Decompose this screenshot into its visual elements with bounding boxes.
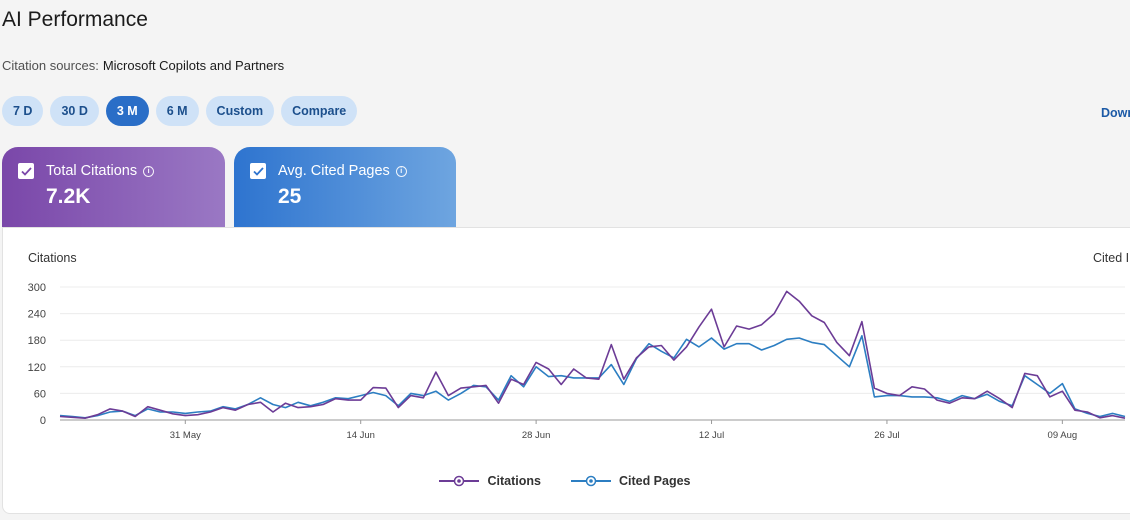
chart-panel (2, 227, 1130, 514)
y-axis-title-right: Cited I (1093, 251, 1130, 265)
legend-item-citations[interactable]: Citations (439, 474, 541, 488)
citation-sources: Citation sources: Microsoft Copilots and … (2, 58, 284, 73)
total-citations-checkbox[interactable] (18, 163, 34, 179)
legend-item-cited-pages[interactable]: Cited Pages (570, 474, 691, 488)
checkmark-icon (20, 166, 32, 176)
total-citations-card[interactable]: Total Citations i 7.2K (2, 147, 225, 227)
citation-sources-value: Microsoft Copilots and Partners (102, 58, 285, 73)
page-title: AI Performance (2, 8, 148, 31)
y-axis-title-left: Citations (28, 251, 77, 265)
avg-cited-pages-label: Avg. Cited Pages (278, 163, 390, 179)
legend-label-citations: Citations (487, 474, 541, 488)
date-range-selector: 7 D 30 D 3 M 6 M Custom Compare (2, 96, 358, 126)
legend-label-cited-pages: Cited Pages (618, 474, 691, 488)
range-custom-button[interactable]: Custom (205, 96, 275, 126)
range-30d-button[interactable]: 30 D (50, 96, 99, 126)
chart-legend: Citations Cited Pages (0, 474, 1130, 488)
avg-cited-pages-checkbox[interactable] (250, 163, 266, 179)
range-7d-button[interactable]: 7 D (2, 96, 44, 126)
cited-pages-legend-marker-icon (570, 475, 611, 487)
download-link[interactable]: Down (1101, 106, 1130, 120)
avg-cited-pages-card[interactable]: Avg. Cited Pages i 25 (234, 147, 456, 227)
checkmark-icon (252, 166, 264, 176)
range-3m-button[interactable]: 3 M (105, 96, 149, 126)
total-citations-value: 7.2K (46, 185, 91, 208)
avg-cited-pages-value: 25 (278, 185, 302, 208)
range-6m-button[interactable]: 6 M (155, 96, 199, 126)
info-icon[interactable]: i (395, 165, 407, 177)
citations-legend-marker-icon (439, 475, 480, 487)
citation-sources-label: Citation sources: (2, 58, 99, 73)
range-compare-button[interactable]: Compare (281, 96, 358, 126)
info-icon[interactable]: i (143, 165, 155, 177)
total-citations-label: Total Citations (46, 163, 138, 179)
